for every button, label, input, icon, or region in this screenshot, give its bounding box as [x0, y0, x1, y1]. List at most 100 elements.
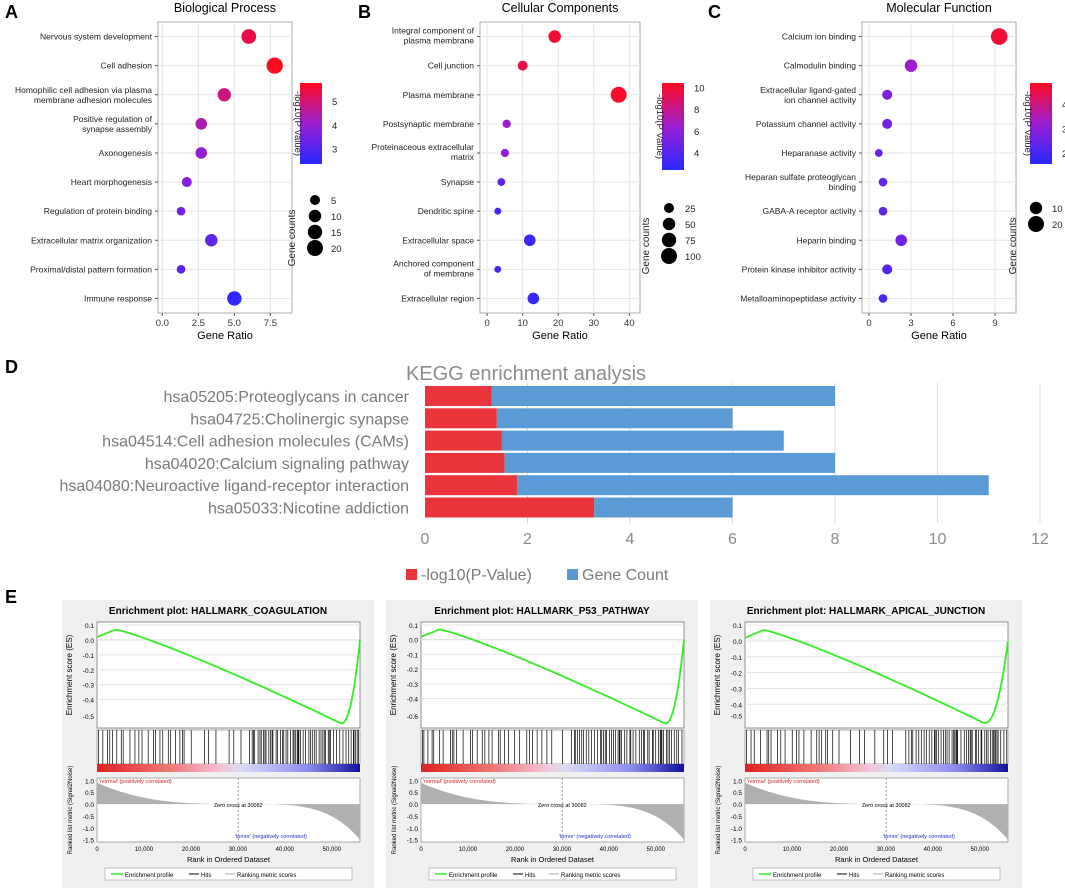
category-label: Positive regulation of [73, 114, 153, 124]
dotplot-cellular-components: 0 10 20 30 40 Gene Ratio Cellular Components In… [371, 1, 704, 342]
tumor-label: 'tumor' (negatively correlated) [883, 834, 955, 840]
bar-neglogp [425, 475, 518, 496]
x-tick-label: 20,000 [830, 847, 849, 853]
dot-point [878, 206, 888, 216]
category-label: Proteinaceous extracellular [371, 142, 474, 152]
chart-title: Molecular Function [886, 1, 992, 15]
x-tick-label: 5.0 [228, 318, 241, 329]
metric-y-label: Ranked list metric (Signal2Noise) [716, 766, 722, 855]
category-label: binding [829, 182, 857, 192]
dot-point [502, 119, 511, 129]
colorbar-tick-label: 3 [332, 145, 337, 156]
size-legend-label: 15 [331, 228, 342, 239]
x-tick-label: 10 [517, 318, 528, 329]
tumor-label: 'tumor' (negatively correlated) [235, 834, 307, 840]
category-label: plasma membrane [404, 36, 475, 46]
gsea-title: Enrichment plot: HALLMARK_COAGULATION [109, 606, 327, 617]
category-label: hsa04020:Calcium signaling pathway [145, 456, 409, 473]
legend-label: Gene Count [582, 567, 669, 584]
category-label: hsa04725:Cholinergic synapse [190, 411, 409, 428]
size-legend-label: 10 [1052, 204, 1063, 215]
dotplot-molecular-function: 0 3 6 9 Gene Ratio Molecular Function Calcium … [740, 1, 1065, 342]
x-tick-label: 30,000 [877, 847, 896, 853]
x-tick-label: 0 [484, 318, 489, 329]
size-legend-dot [661, 232, 677, 248]
metric-y-label: Ranked list metric (Signal2Noise) [392, 766, 398, 855]
dot-point [895, 234, 907, 247]
bar-gene-count [501, 430, 784, 451]
category-label: Homophilic cell adhesion via plasma [15, 85, 152, 95]
size-legend-dot [1028, 216, 1044, 232]
dot-point [205, 234, 218, 247]
x-tick-label: 2 [523, 531, 532, 548]
size-legend-dot [308, 209, 322, 223]
dot-point [195, 118, 208, 130]
category-label: hsa04080:Neuroactive ligand-receptor int… [59, 478, 409, 495]
dot-point [882, 89, 893, 100]
x-tick-label: 6 [950, 318, 955, 329]
legend-label: Ranking metric scores [885, 873, 944, 879]
bar-neglogp [425, 452, 505, 473]
category-label: hsa05205:Proteoglycans in cancer [164, 389, 410, 406]
x-tick-label: 6 [728, 531, 737, 548]
colorbar-tick-label: 4 [1062, 100, 1065, 111]
size-legend-dot [310, 195, 320, 205]
es-tick-label: -0.2 [731, 671, 743, 678]
category-label: Proximal/distal pattern formation [30, 264, 152, 274]
size-legend-label: 50 [685, 220, 696, 231]
es-tick-label: -0.3 [407, 682, 419, 689]
legend-swatch-neglogp [406, 569, 417, 580]
bar-neglogp [425, 430, 502, 451]
es-tick-label: -0.5 [731, 713, 743, 720]
category-label: Dendritic spine [418, 206, 474, 216]
dot-point [181, 177, 192, 188]
category-label: Extracellular matrix organization [31, 235, 152, 245]
x-tick-label: 20 [553, 318, 564, 329]
x-tick-label: 10 [929, 531, 947, 548]
x-tick-label: 40,000 [276, 847, 295, 853]
category-label: hsa05033:Nicotine addiction [208, 501, 409, 518]
x-tick-label: 8 [831, 531, 840, 548]
bar-gene-count [491, 386, 835, 406]
es-tick-label: -0.5 [83, 714, 95, 721]
dot-point [266, 57, 283, 74]
enrichment-profile-line [96, 628, 361, 725]
category-label: ion channel activity [784, 95, 857, 105]
size-legend-label: 25 [685, 204, 696, 215]
legend-label: Hits [201, 873, 211, 879]
category-label: Heparanase activity [781, 148, 856, 158]
dot-point [904, 59, 918, 72]
category-label: Calcium ion binding [782, 32, 856, 42]
dot-point [517, 60, 528, 71]
x-tick-label: 50,000 [647, 847, 666, 853]
gsea-title: Enrichment plot: HALLMARK_APICAL_JUNCTIO… [747, 606, 985, 617]
x-tick-label: 2.5 [192, 318, 205, 329]
es-tick-label: -0.3 [731, 686, 743, 693]
dot-point [990, 28, 1008, 45]
legend-label: Ranking metric scores [561, 873, 620, 879]
metric-tick-label: 1.0 [733, 778, 742, 785]
es-y-label: Enrichment score (ES) [65, 634, 74, 715]
category-label: synapse assembly [82, 124, 153, 134]
category-label: GABA-A receptor activity [762, 206, 856, 216]
metric-tick-label: -1.5 [83, 838, 95, 845]
dot-point [878, 177, 888, 187]
x-tick-label: 30 [588, 318, 599, 329]
metric-tick-label: 0.5 [733, 790, 742, 797]
category-label: Protein kinase inhibitor activity [742, 264, 857, 274]
es-tick-label: -0.1 [731, 655, 743, 662]
bar-gene-count [594, 497, 733, 518]
category-label: Postsynaptic membrane [383, 119, 474, 129]
x-tick-label: 10,000 [459, 847, 478, 853]
category-label: Nervous system development [40, 32, 153, 42]
x-tick-label: 0 [421, 531, 430, 548]
dot-point [874, 149, 883, 157]
x-tick-label: 30,000 [229, 847, 248, 853]
gsea-plot: Enrichment plot: HALLMARK_P53_PATHWAY 0.1… [386, 600, 698, 888]
colorbar [662, 83, 684, 170]
enrichment-profile-line [420, 628, 685, 725]
dot-point [878, 294, 888, 303]
es-plot-area [744, 621, 1009, 729]
